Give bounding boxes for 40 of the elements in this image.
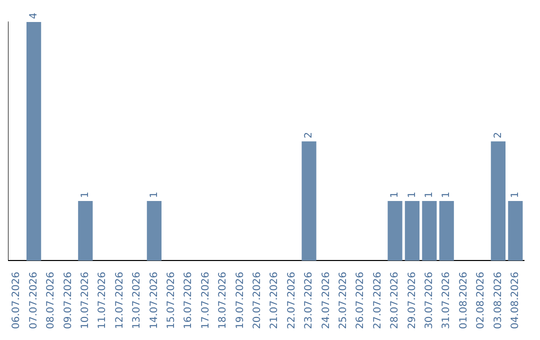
x-tick-label: 28.07.2026 [390,272,401,330]
x-tick-label: 26.07.2026 [355,272,366,330]
data-label: 1 [148,192,160,198]
data-label: 1 [80,192,91,198]
data-label: 1 [406,192,418,198]
x-tick-label: 24.07.2026 [320,272,332,330]
x-tick-label: 03.08.2026 [492,272,504,330]
data-label: 2 [304,132,315,138]
x-tick-label: 27.07.2026 [372,272,384,330]
data-label: 4 [28,12,40,19]
x-tick-label: 15.07.2026 [166,272,177,330]
x-tick-label: 16.07.2026 [183,272,194,330]
x-tick-label: 08.07.2026 [46,272,57,330]
x-tick-label: 11.07.2026 [97,272,108,330]
x-tick-label: 13.07.2026 [132,272,143,330]
x-tick-label: 30.07.2026 [424,272,435,330]
x-tick-label: 09.07.2026 [62,272,74,330]
x-tick-label: 23.07.2026 [304,272,315,330]
data-label: 2 [492,132,504,138]
data-label: 1 [441,192,452,198]
x-tick-label: 19.07.2026 [234,272,246,330]
data-label: 1 [390,192,401,198]
data-label: 1 [424,192,435,198]
x-tick-label: 10.07.2026 [80,272,91,330]
x-tick-label: 06.07.2026 [11,272,22,330]
x-tick-label: 29.07.2026 [406,272,418,330]
x-tick-label: 25.07.2026 [338,272,349,330]
x-tick-label: 12.07.2026 [114,272,126,330]
data-label: 1 [510,192,521,198]
x-tick-label: 04.08.2026 [510,272,521,330]
x-tick-label: 21.07.2026 [269,272,280,330]
x-tick-label: 17.07.2026 [200,272,212,330]
x-tick-label: 22.07.2026 [286,272,298,330]
x-tick-label: 18.07.2026 [218,272,229,330]
x-tick-label: 02.08.2026 [476,272,487,330]
x-tick-label: 31.07.2026 [441,272,452,330]
x-tick-label: 20.07.2026 [252,272,263,330]
x-tick-label: 07.07.2026 [28,272,40,330]
x-tick-label: 14.07.2026 [148,272,160,330]
x-tick-label: 01.08.2026 [458,272,470,330]
